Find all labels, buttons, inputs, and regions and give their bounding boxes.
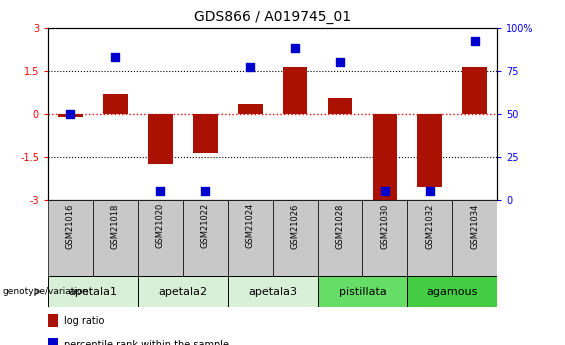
Bar	[273, 200, 318, 276]
Bar	[193, 114, 218, 152]
Text: apetala1: apetala1	[68, 287, 118, 296]
Bar	[328, 98, 353, 114]
Bar	[138, 200, 183, 276]
Bar	[238, 104, 263, 114]
Bar	[48, 338, 58, 345]
Bar	[182, 200, 228, 276]
Bar	[452, 200, 497, 276]
Point	[156, 189, 165, 194]
Text: apetala3: apetala3	[248, 287, 297, 296]
Text: genotype/variation: genotype/variation	[3, 287, 89, 296]
Bar	[48, 314, 58, 327]
Bar	[318, 276, 407, 307]
Text: GSM21022: GSM21022	[201, 203, 210, 248]
Bar	[407, 200, 452, 276]
Point	[425, 189, 434, 194]
Title: GDS866 / A019745_01: GDS866 / A019745_01	[194, 10, 351, 24]
Text: apetala2: apetala2	[158, 287, 207, 296]
Bar	[282, 67, 307, 114]
Bar	[418, 114, 442, 187]
Text: GSM21034: GSM21034	[470, 203, 479, 248]
Bar	[103, 94, 128, 114]
Point	[111, 54, 120, 60]
Bar	[228, 200, 273, 276]
Text: GSM21020: GSM21020	[156, 203, 165, 248]
Bar	[363, 200, 407, 276]
Text: pistillata: pistillata	[338, 287, 386, 296]
Bar	[318, 200, 363, 276]
Bar	[48, 276, 138, 307]
Bar	[48, 200, 93, 276]
Text: GSM21032: GSM21032	[425, 203, 434, 248]
Point	[290, 46, 299, 51]
Bar	[228, 276, 318, 307]
Text: GSM21016: GSM21016	[66, 203, 75, 248]
Bar	[138, 276, 228, 307]
Text: log ratio: log ratio	[64, 316, 104, 326]
Bar	[93, 200, 138, 276]
Point	[201, 189, 210, 194]
Bar	[407, 276, 497, 307]
Bar	[58, 114, 83, 117]
Text: GSM21024: GSM21024	[246, 203, 255, 248]
Bar	[462, 67, 487, 114]
Text: GSM21026: GSM21026	[290, 203, 299, 248]
Text: GSM21018: GSM21018	[111, 203, 120, 248]
Point	[470, 39, 479, 44]
Point	[66, 111, 75, 117]
Point	[380, 189, 389, 194]
Text: GSM21030: GSM21030	[380, 203, 389, 248]
Point	[246, 65, 255, 70]
Bar	[148, 114, 173, 164]
Bar	[372, 114, 397, 200]
Text: GSM21028: GSM21028	[336, 203, 345, 248]
Text: percentile rank within the sample: percentile rank within the sample	[64, 340, 229, 345]
Point	[336, 59, 345, 65]
Text: agamous: agamous	[427, 287, 478, 296]
